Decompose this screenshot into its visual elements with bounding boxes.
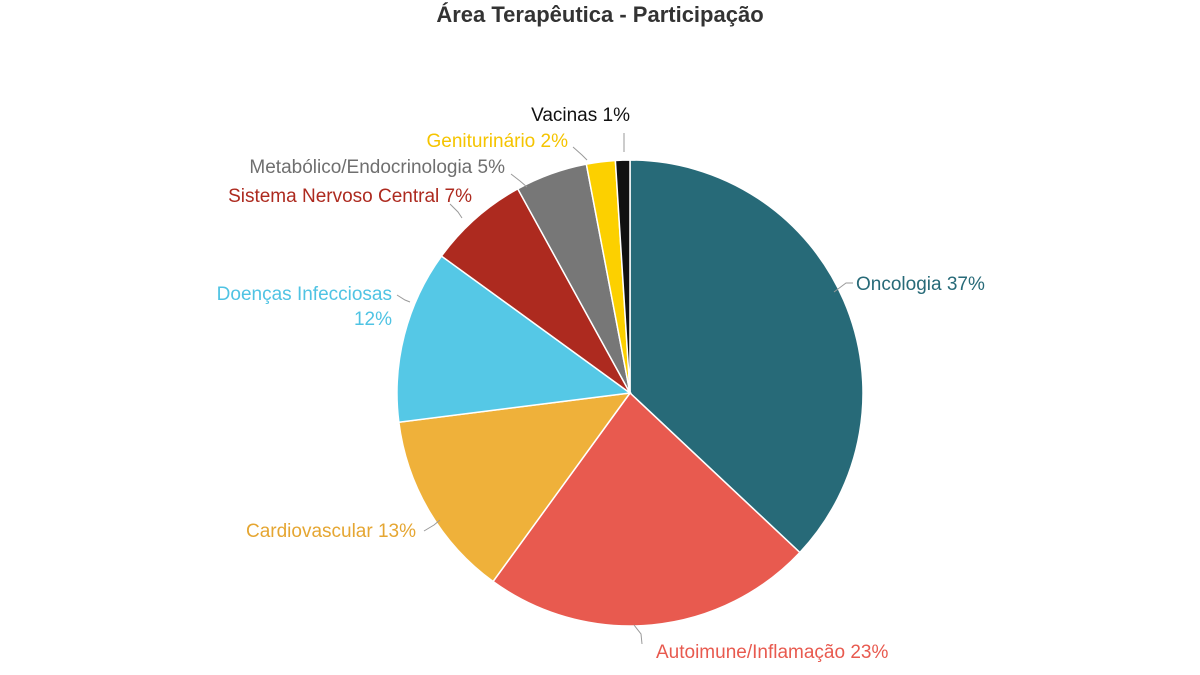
leader-line-autoimune-inflamacao bbox=[633, 624, 643, 645]
leader-line-geniturinario bbox=[572, 146, 588, 161]
slice-label-sistema-nervoso-central: Sistema Nervoso Central 7% bbox=[228, 186, 472, 207]
slice-label-autoimune-inflamacao: Autoimune/Inflamação 23% bbox=[656, 642, 888, 663]
pie-slices bbox=[396, 159, 864, 627]
pie-slice-oncologia bbox=[629, 159, 864, 554]
slice-label-doencas-infecciosas: Doenças Infecciosas bbox=[217, 284, 392, 305]
leader-lines bbox=[396, 133, 853, 645]
pie-slice-cardiovascular bbox=[398, 392, 632, 583]
chart-title: Área Terapêutica - Participação bbox=[436, 2, 764, 27]
leader-line-metabolico-endocrinologia bbox=[510, 173, 528, 188]
slice-value-doencas-infecciosas: 12% bbox=[354, 309, 392, 330]
leader-line-oncologia bbox=[833, 282, 853, 293]
slice-labels: Oncologia 37% Autoimune/Inflamação 23% Car… bbox=[217, 105, 985, 663]
pie-slice-vacinas bbox=[614, 159, 631, 394]
leader-line-doencas-infecciosas bbox=[396, 294, 411, 303]
slice-label-vacinas: Vacinas 1% bbox=[531, 105, 630, 126]
pie-slice-autoimune-inflamacao bbox=[492, 391, 801, 627]
leader-line-sistema-nervoso-central bbox=[449, 203, 463, 219]
pie-slice-doencas-infecciosas bbox=[396, 255, 632, 424]
slice-label-cardiovascular: Cardiovascular 13% bbox=[246, 521, 416, 542]
pie-slice-sistema-nervoso-central bbox=[440, 187, 631, 394]
leader-line-cardiovascular bbox=[423, 519, 441, 532]
slice-label-oncologia: Oncologia 37% bbox=[856, 274, 985, 295]
slice-label-geniturinario: Geniturinário 2% bbox=[426, 131, 568, 152]
slice-label-metabolico-endocrinologia: Metabólico/Endocrinologia 5% bbox=[249, 157, 505, 178]
